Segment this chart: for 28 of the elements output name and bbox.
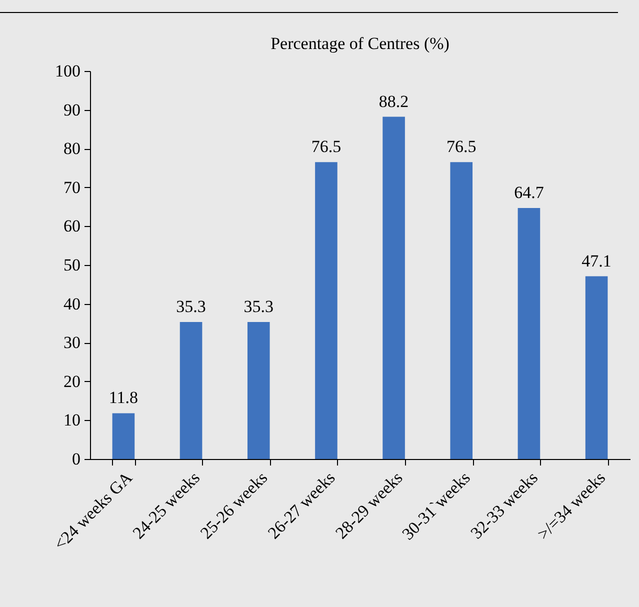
bar xyxy=(382,116,405,459)
y-tick-label: 90 xyxy=(64,100,80,120)
y-tick-label: 0 xyxy=(72,450,80,468)
data-label: 76.5 xyxy=(446,137,476,156)
chart-title: Percentage of Centres (%) xyxy=(270,34,450,53)
y-tick-label: 60 xyxy=(64,216,80,236)
data-label: 64.7 xyxy=(514,182,544,202)
data-label: 35.3 xyxy=(244,297,274,316)
y-tick-label: 40 xyxy=(64,294,80,314)
data-label: 11.8 xyxy=(108,388,138,408)
bar xyxy=(247,322,270,459)
y-tick-label: 50 xyxy=(64,256,80,274)
y-tick-label: 30 xyxy=(64,333,80,352)
y-tick-label: 10 xyxy=(64,410,80,430)
bar xyxy=(315,162,338,459)
bar xyxy=(450,162,473,459)
data-label: 47.1 xyxy=(582,251,612,270)
y-tick-label: 80 xyxy=(64,139,80,158)
data-label: 35.3 xyxy=(176,297,206,316)
y-tick-label: 100 xyxy=(55,62,80,80)
y-tick-label: 20 xyxy=(64,372,80,391)
y-tick-label: 70 xyxy=(64,178,80,197)
bar xyxy=(180,322,202,459)
bar xyxy=(112,413,135,459)
data-label: 88.2 xyxy=(378,92,409,111)
bar xyxy=(518,208,540,459)
bar xyxy=(585,276,608,459)
data-label: 76.5 xyxy=(311,137,342,156)
